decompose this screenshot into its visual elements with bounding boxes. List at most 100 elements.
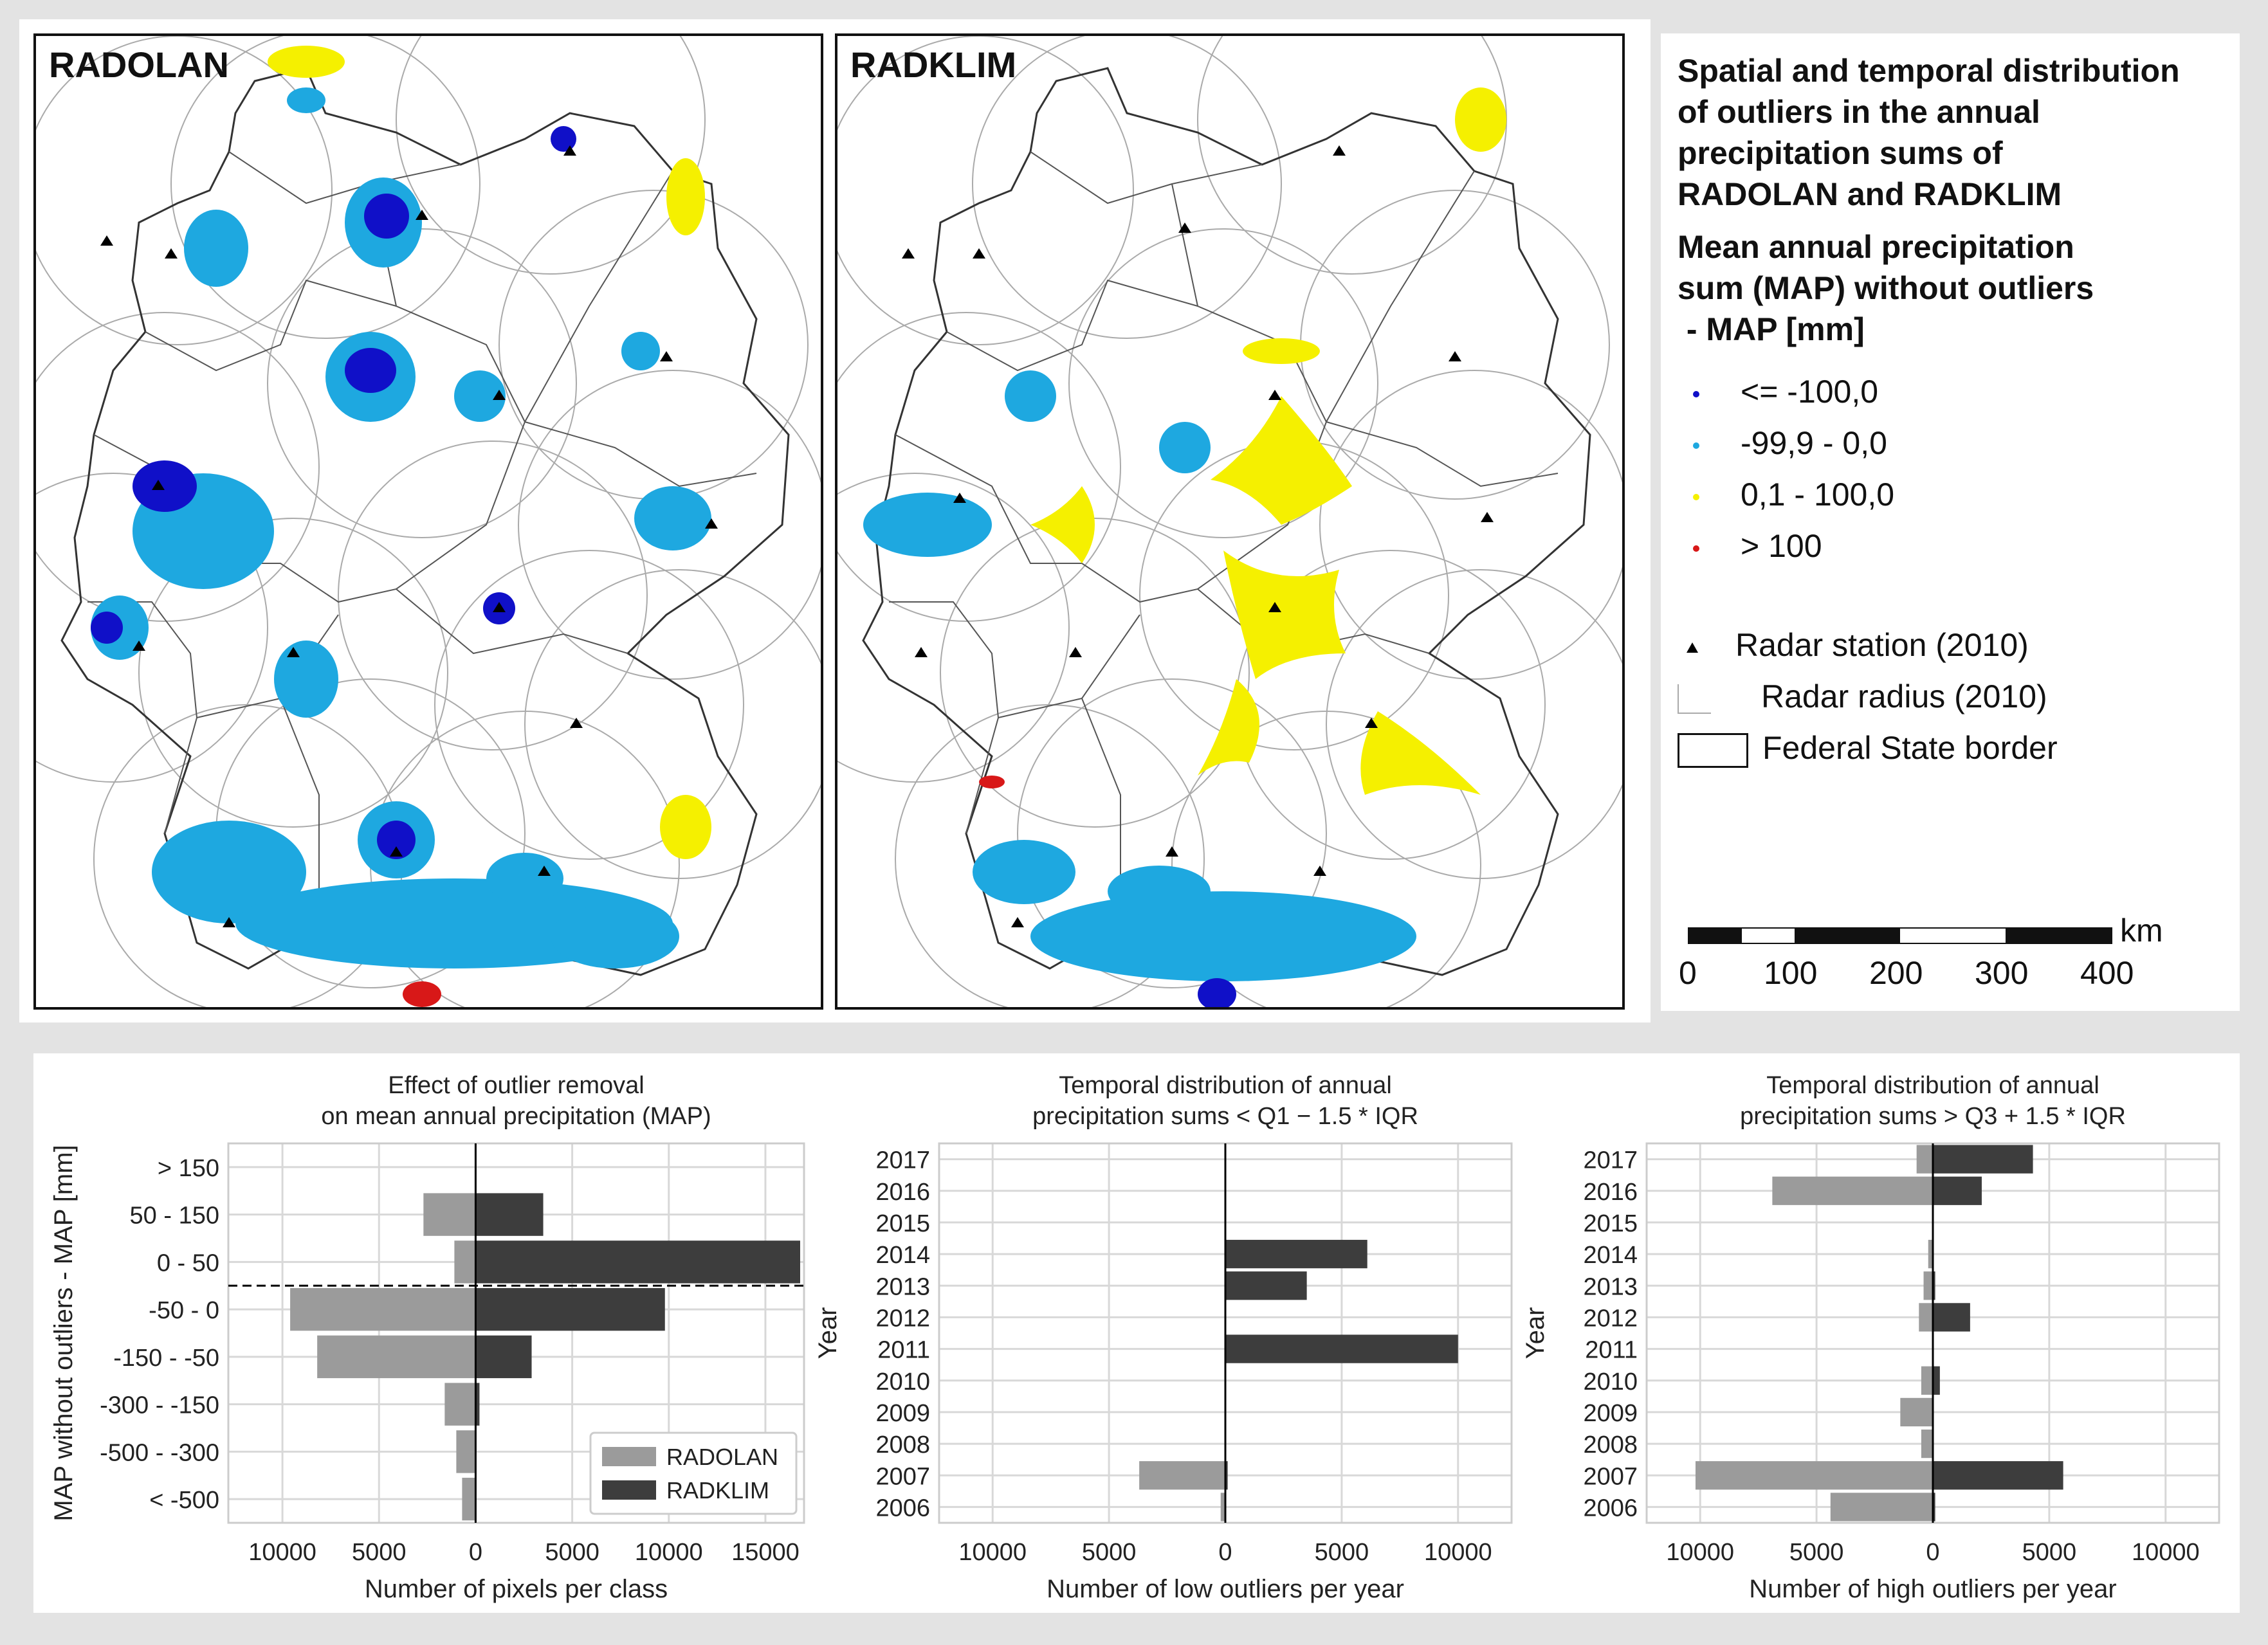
radolan-outlier-clusters bbox=[91, 46, 711, 1007]
chart3-bar-radolan-7 bbox=[1921, 1366, 1933, 1395]
chart3-ytick-label: 2009 bbox=[1583, 1400, 1638, 1427]
radklim-map-graphic bbox=[837, 36, 1622, 1007]
chart1-ytick-label: 0 - 50 bbox=[157, 1250, 219, 1277]
radolan-map-graphic bbox=[36, 36, 821, 1007]
legend-radar-radius: Radar radius (2010) bbox=[1678, 678, 2047, 715]
radklim-map-title: RADKLIM bbox=[850, 44, 1017, 85]
scale-unit: km bbox=[2120, 913, 2163, 949]
chart3-bar-radolan-1 bbox=[1772, 1176, 1933, 1205]
chart2-bar-radklim-4 bbox=[1225, 1271, 1307, 1300]
chart2-bar-radolan-10 bbox=[1139, 1461, 1225, 1490]
chart1-bar-radolan-5 bbox=[444, 1383, 476, 1426]
scale-tick-100: 100 bbox=[1764, 955, 1818, 991]
chart1-bar-radklim-5 bbox=[475, 1383, 480, 1426]
chart1-ytick-label: > 150 bbox=[158, 1155, 219, 1182]
chart3-ytick-label: 2017 bbox=[1583, 1147, 1638, 1174]
radolan-map: RADOLAN bbox=[33, 33, 823, 1010]
legend-class-3: 0,1 - 100,0 bbox=[1693, 476, 1894, 513]
scale-tick-200: 200 bbox=[1869, 955, 1923, 991]
class-2-dot-icon bbox=[1693, 442, 1699, 449]
chart3-xtick-label: 0 bbox=[1926, 1539, 1939, 1566]
chart2-ytick-label: 2011 bbox=[877, 1337, 930, 1364]
scale-tick-0: 0 bbox=[1679, 955, 1697, 991]
border-box-icon bbox=[1678, 732, 1748, 768]
chart1-bar-radolan-1 bbox=[423, 1193, 476, 1236]
chart1-bar-radolan-2 bbox=[454, 1241, 476, 1284]
chart3-ytick-label: 2014 bbox=[1583, 1242, 1638, 1269]
chart1-xtick-label: 15000 bbox=[731, 1539, 800, 1566]
chart3-ytick-label: 2012 bbox=[1583, 1305, 1638, 1332]
radius-line-icon bbox=[1678, 684, 1711, 714]
triangle-icon bbox=[1687, 642, 1698, 653]
scale-bar bbox=[1688, 927, 2112, 944]
chart1-bar-radolan-6 bbox=[456, 1430, 476, 1473]
chart2-bar-radklim-6 bbox=[1225, 1334, 1458, 1363]
chart3-xtick-label: 10000 bbox=[2132, 1539, 2200, 1566]
chart1-title-line1: Effect of outlier removal bbox=[388, 1072, 644, 1099]
chart2-bar-radklim-10 bbox=[1225, 1461, 1228, 1490]
chart2-xtick-label: 10000 bbox=[958, 1539, 1027, 1566]
chart1-title-line2: on mean annual precipitation (MAP) bbox=[321, 1103, 711, 1130]
chart1-bar-radolan-3 bbox=[290, 1287, 476, 1331]
chart3-bar-radklim-10 bbox=[1933, 1461, 2063, 1490]
chart3-ytick-label: 2013 bbox=[1583, 1273, 1638, 1300]
chart3-title-line1: Temporal distribution of annual bbox=[1766, 1072, 2099, 1099]
chart3-ytick-label: 2016 bbox=[1583, 1179, 1638, 1206]
radklim-radar-stations bbox=[902, 145, 1494, 927]
chart1-ytick-label: -50 - 0 bbox=[149, 1297, 219, 1324]
legend-class-4: > 100 bbox=[1693, 527, 1822, 565]
chart2-title-line1: Temporal distribution of annual bbox=[1059, 1072, 1392, 1099]
chart2-ytick-label: 2015 bbox=[875, 1210, 930, 1237]
legend-radar-station: Radar station (2010) bbox=[1687, 626, 2029, 664]
chart2-ytick-label: 2013 bbox=[875, 1273, 930, 1300]
legend-subtitle: Mean annual precipitation sum (MAP) with… bbox=[1678, 229, 2094, 347]
chart2-xtick-label: 5000 bbox=[1315, 1539, 1369, 1566]
chart3-ytick-label: 2015 bbox=[1583, 1210, 1638, 1237]
chart3-xtick-label: 5000 bbox=[2022, 1539, 2077, 1566]
chart3-ylabel: Year bbox=[1521, 1307, 1550, 1359]
chart3-bar-radklim-1 bbox=[1933, 1176, 1982, 1205]
chart3-bar-radolan-0 bbox=[1916, 1145, 1933, 1174]
chart1-xtick-label: 10000 bbox=[635, 1539, 703, 1566]
chart1-xtick-label: 5000 bbox=[545, 1539, 599, 1566]
chart2-ytick-label: 2009 bbox=[875, 1400, 930, 1427]
chart3-bar-radolan-10 bbox=[1695, 1461, 1933, 1490]
chart2-ytick-label: 2014 bbox=[875, 1242, 930, 1269]
legend-class-2: -99,9 - 0,0 bbox=[1693, 424, 1887, 462]
chart1-xtick-label: 0 bbox=[469, 1539, 482, 1566]
chart3-bar-radklim-7 bbox=[1933, 1366, 1940, 1395]
chart2-ytick-label: 2007 bbox=[875, 1463, 930, 1490]
legend-title: Spatial and temporal distribution of out… bbox=[1678, 53, 2180, 212]
chart2-ytick-label: 2008 bbox=[875, 1431, 930, 1459]
chart1-legend-swatch-radolan bbox=[602, 1447, 656, 1466]
chart2-ytick-label: 2010 bbox=[875, 1368, 930, 1395]
legend-state-border: Federal State border bbox=[1678, 729, 2058, 768]
chart2-ytick-label: 2012 bbox=[875, 1305, 930, 1332]
chart3-bar-radolan-8 bbox=[1900, 1397, 1933, 1427]
chart1-bar-radolan-7 bbox=[462, 1477, 476, 1521]
chart2-title-line2: precipitation sums < Q1 − 1.5 * IQR bbox=[1032, 1103, 1418, 1130]
class-3-dot-icon bbox=[1693, 493, 1699, 500]
class-4-dot-icon bbox=[1693, 545, 1699, 552]
chart3-bar-radklim-11 bbox=[1933, 1493, 1935, 1522]
chart3-bar-radolan-5 bbox=[1919, 1303, 1933, 1332]
chart2-ylabel: Year bbox=[814, 1307, 842, 1359]
chart3-ytick-label: 2011 bbox=[1585, 1337, 1638, 1364]
chart1-ytick-label: -500 - -300 bbox=[100, 1439, 219, 1466]
chart2-ytick-label: 2016 bbox=[875, 1179, 930, 1206]
chart1-ytick-label: 50 - 150 bbox=[130, 1203, 219, 1230]
chart3-bar-radolan-9 bbox=[1921, 1429, 1933, 1459]
chart1-legend-label-radklim: RADKLIM bbox=[666, 1477, 769, 1504]
chart3-bar-radklim-5 bbox=[1933, 1303, 1970, 1332]
chart1-legend-swatch-radklim bbox=[602, 1480, 656, 1500]
radklim-outlier-clusters bbox=[863, 87, 1506, 1007]
chart2-ytick-label: 2017 bbox=[875, 1147, 930, 1174]
chart1-bar-radklim-1 bbox=[475, 1193, 544, 1236]
scale-tick-300: 300 bbox=[1975, 955, 2029, 991]
chart1-bar-radolan-4 bbox=[317, 1335, 476, 1379]
legend-panel: Spatial and temporal distribution of out… bbox=[1661, 33, 2240, 1011]
chart3-ytick-label: 2008 bbox=[1583, 1431, 1638, 1459]
scale-tick-400: 400 bbox=[2080, 955, 2134, 991]
chart1-bar-radklim-3 bbox=[475, 1287, 665, 1331]
